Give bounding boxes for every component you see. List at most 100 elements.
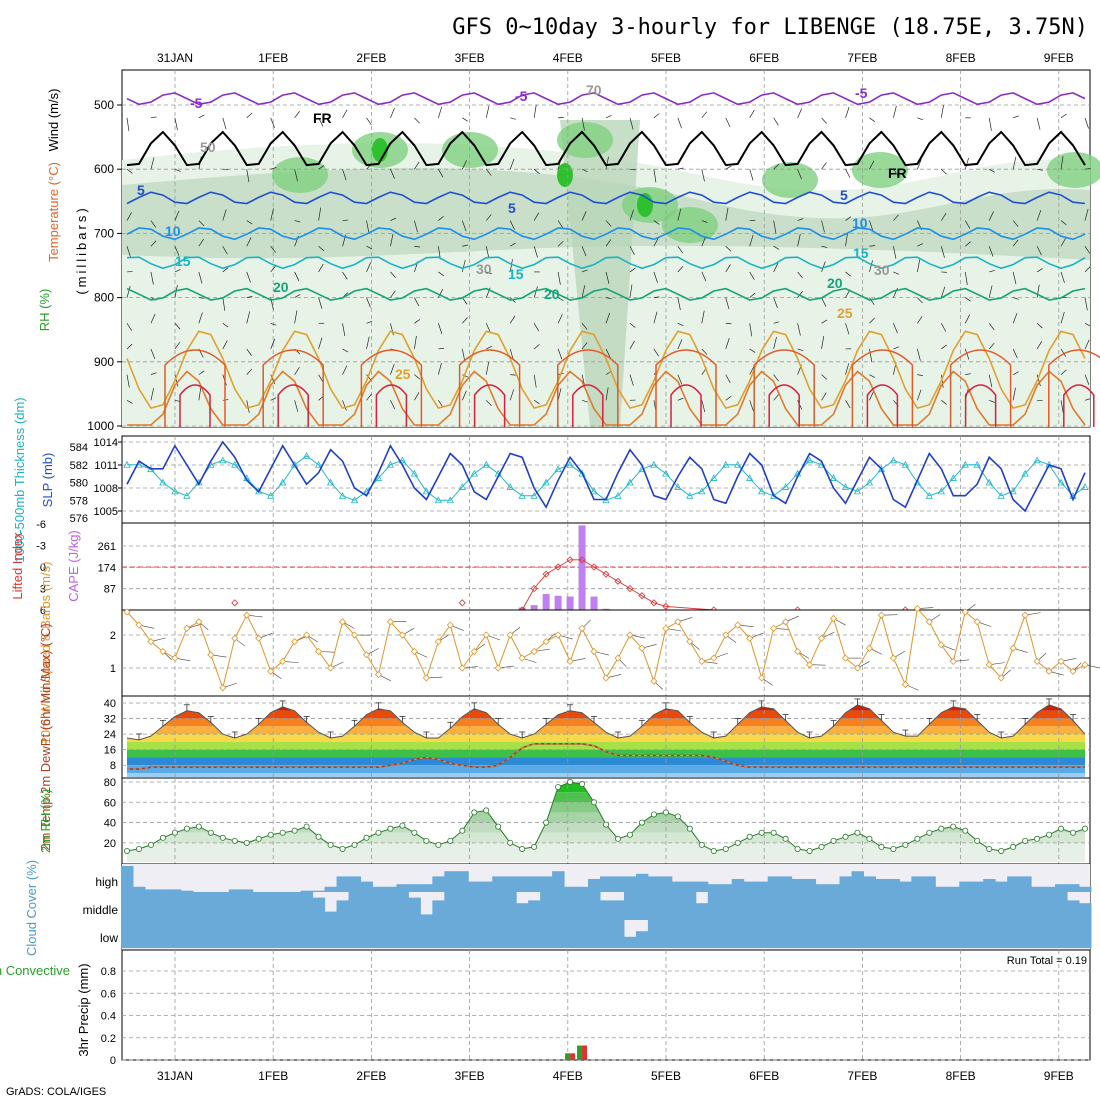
wind-barb	[222, 246, 228, 255]
isotherm-loop-35	[866, 384, 899, 427]
cloud-bar	[1079, 886, 1092, 892]
cloud-bar	[228, 892, 242, 920]
cloud-bar	[168, 892, 182, 920]
rh-point	[135, 845, 142, 852]
cloud-bar	[1031, 892, 1044, 920]
wind-barb	[557, 297, 564, 302]
wind-barb	[1084, 374, 1090, 385]
cloud-bar	[731, 879, 745, 892]
upper-legend-rh: RH (%)	[37, 289, 52, 332]
wind-barb	[940, 246, 945, 258]
wind-barb	[557, 240, 564, 247]
wind-speed-point	[327, 664, 335, 672]
cloud-bar	[887, 879, 900, 892]
rh-point	[950, 823, 957, 830]
slp-tick-label: 1008	[94, 483, 118, 495]
cloud-bar	[863, 892, 876, 920]
wind-barb	[964, 157, 969, 170]
thickness-point	[949, 474, 957, 481]
cloud-bar	[432, 876, 445, 892]
wind-barb	[821, 392, 827, 401]
wind-barb	[1036, 284, 1040, 298]
temp-tick-label: 16	[104, 745, 116, 757]
wind-barb	[509, 389, 515, 401]
cape-bar	[566, 596, 574, 610]
cloud-bar	[408, 897, 421, 920]
cloud-bar	[456, 920, 469, 948]
wind-speed-point	[817, 634, 826, 642]
isotherm-loop-35	[375, 384, 408, 427]
rh-point	[591, 799, 598, 806]
cloud-bar	[312, 890, 326, 892]
wind-barb	[797, 233, 801, 247]
cloud-bar	[791, 879, 805, 892]
wind-barb	[246, 237, 252, 247]
wind-barb	[629, 340, 635, 350]
cloud-bar	[300, 920, 314, 948]
wind-barb	[677, 297, 681, 311]
bottom-date-label: 3FEB	[455, 1069, 485, 1083]
wind-barb	[294, 169, 298, 182]
wind-barb	[414, 392, 420, 401]
wind-barb	[318, 207, 322, 221]
cloud-bar	[600, 876, 613, 892]
wind-barb	[988, 246, 994, 257]
wind-barb	[390, 290, 396, 298]
wind-barb	[653, 237, 659, 247]
cloud-bar	[947, 886, 960, 892]
cloud-bar	[456, 871, 469, 892]
wind-barb	[701, 236, 707, 247]
cloud-bar	[324, 920, 338, 948]
rh-band	[127, 822, 1085, 833]
cloud-bar	[156, 892, 170, 920]
li-tick-label: -6	[36, 519, 46, 531]
thickness-point	[901, 460, 910, 468]
cloud-bar	[444, 892, 457, 920]
wind-barb	[821, 297, 827, 307]
wind-barb	[366, 220, 370, 234]
cloud-bar	[372, 920, 385, 948]
wind-barb	[964, 271, 968, 285]
wind-barb	[701, 348, 708, 355]
li-tick-label: 3	[40, 584, 46, 596]
wind-barb	[725, 297, 730, 310]
cloud-bar	[264, 920, 278, 948]
cloud-bar	[683, 881, 697, 892]
cloud-bar	[707, 884, 721, 892]
thickness-point	[302, 452, 311, 459]
precip-convective-bar	[570, 1053, 576, 1060]
wind-barb	[390, 169, 395, 179]
thickness-point	[781, 483, 790, 490]
cloud-bar	[851, 892, 864, 920]
wind-barb	[1060, 220, 1067, 226]
wind-speed-point	[829, 614, 838, 623]
contour-label: 70	[586, 82, 602, 98]
temp-band	[127, 773, 1085, 777]
cloud-bar	[1019, 892, 1032, 920]
wind-speed-point	[961, 608, 969, 616]
cloud-bar	[420, 884, 433, 892]
wind-barb	[677, 246, 684, 254]
cloud-bar	[1067, 900, 1080, 920]
wind-barb	[294, 367, 300, 375]
wind-speed-point	[315, 647, 323, 656]
wind-barb	[1084, 322, 1091, 327]
wind-barb	[318, 245, 325, 252]
wind-barb	[198, 312, 203, 324]
wind-barb	[869, 348, 873, 362]
cloud-bar	[444, 920, 457, 948]
cloud-bar	[348, 876, 362, 892]
wind-barb	[677, 397, 684, 401]
wind-barb	[222, 267, 229, 273]
cloud-bar	[312, 897, 326, 920]
wind-barb	[462, 244, 468, 247]
isotherm-loop-35	[964, 384, 997, 427]
wind-barb	[126, 117, 130, 132]
wind-barb	[150, 157, 155, 170]
cloud-bar	[911, 876, 924, 892]
cloud-bar	[288, 892, 302, 920]
wind-barb	[917, 259, 921, 272]
thickness-point	[973, 460, 981, 468]
precip-total-bar	[577, 1045, 583, 1060]
